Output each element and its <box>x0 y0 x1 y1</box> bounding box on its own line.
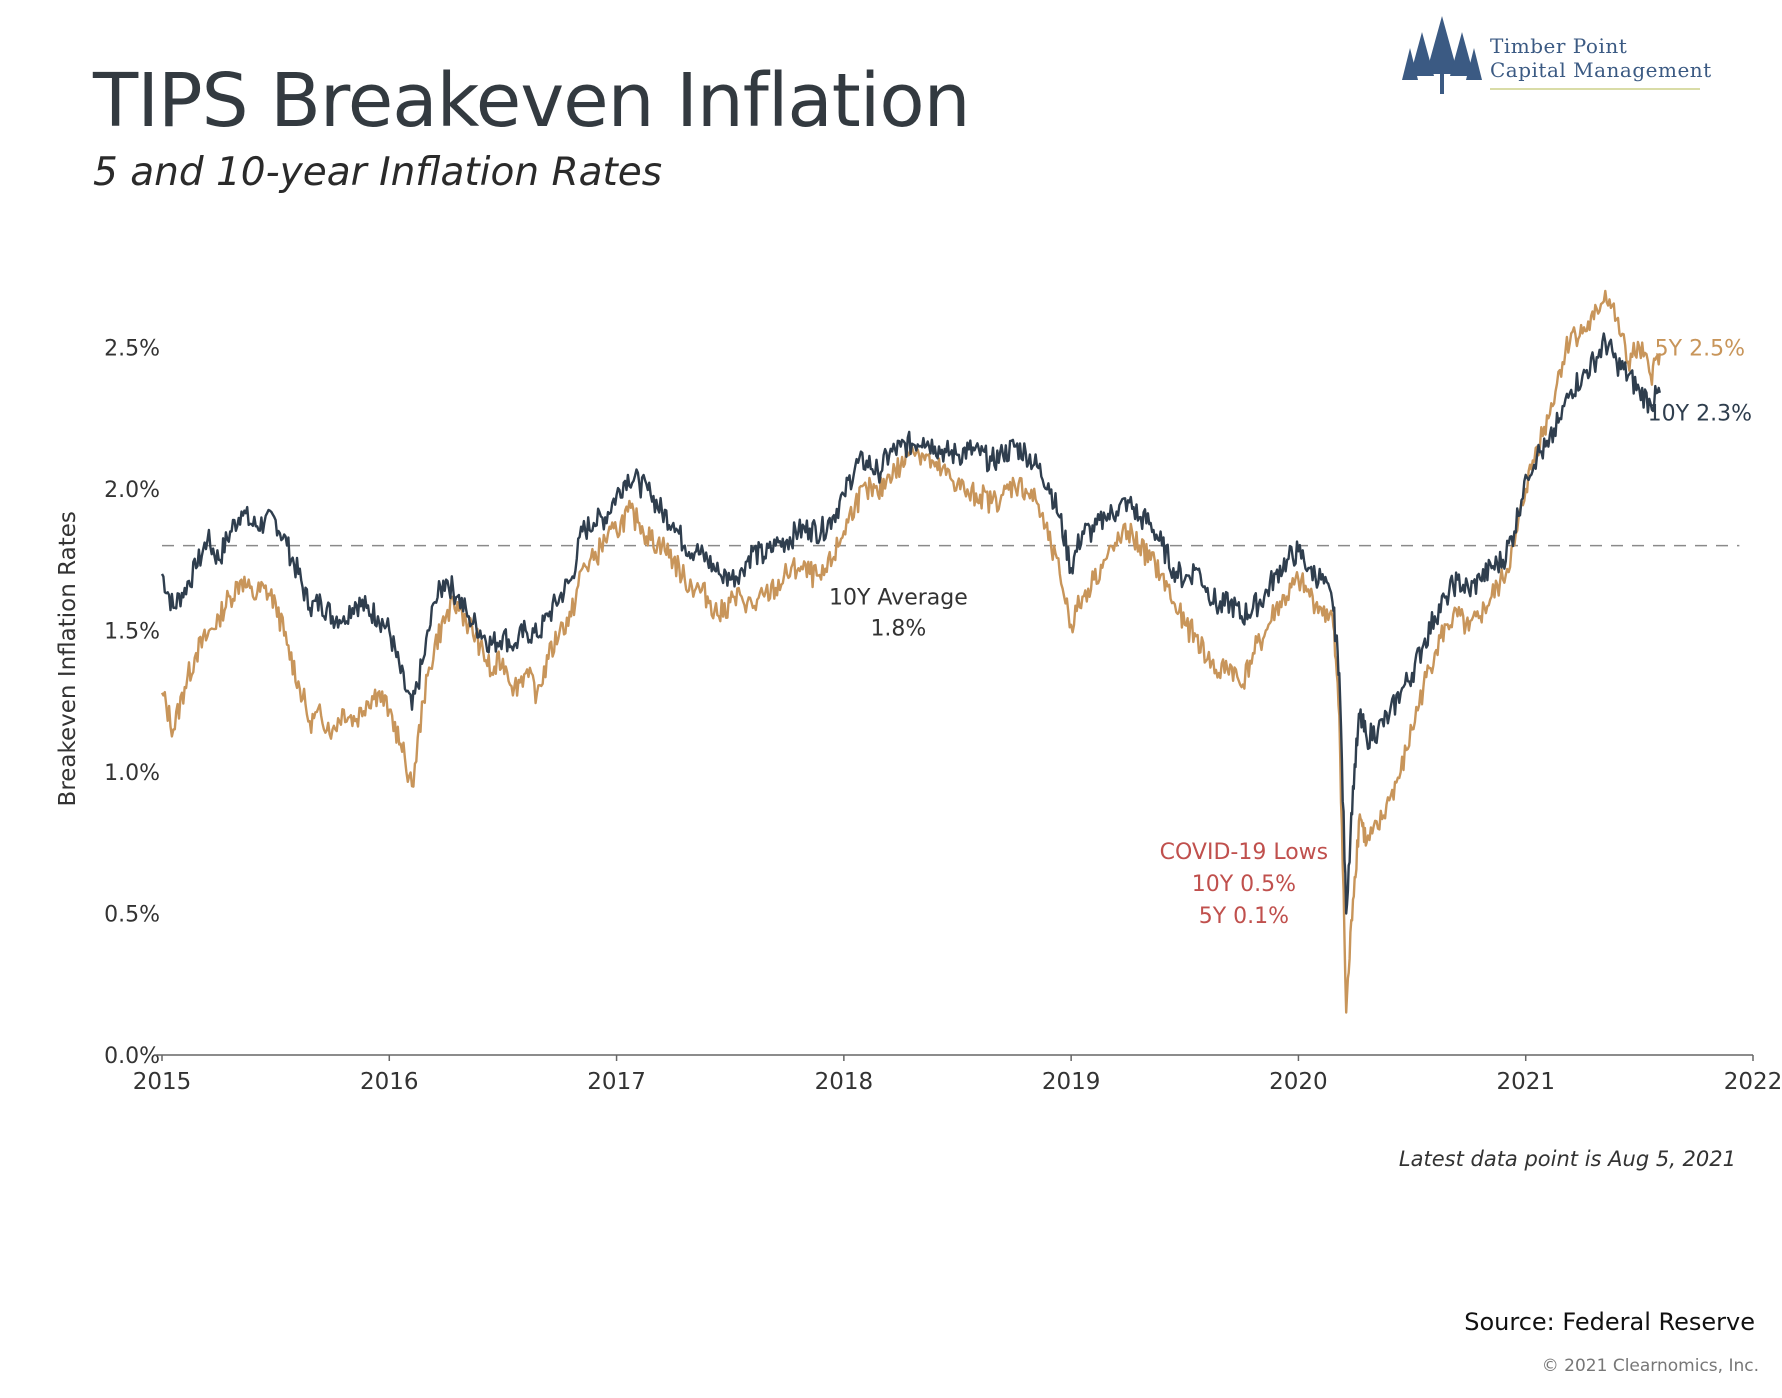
copyright-note: © 2021 Clearnomics, Inc. <box>1541 1356 1759 1376</box>
y-ticks: 0.0% 0.5% 1.0% 1.5% 2.0% 2.5% <box>104 337 162 1069</box>
y-tick-label: 0.5% <box>104 903 160 928</box>
latest-data-note: Latest data point is Aug 5, 2021 <box>1398 1147 1736 1171</box>
source-note: Source: Federal Reserve <box>1464 1308 1755 1336</box>
chart-title: TIPS Breakeven Inflation <box>93 58 971 144</box>
y-tick-label: 2.0% <box>104 478 160 503</box>
covid-annotation-line: 5Y 0.1% <box>1199 904 1289 929</box>
average-value-label: 1.8% <box>870 617 926 642</box>
end-label-10y: 10Y 2.3% <box>1648 402 1752 427</box>
logo-line-1: Timber Point <box>1490 34 1628 58</box>
y-tick-label: 1.5% <box>104 620 160 645</box>
pine-trees-icon <box>1402 16 1482 94</box>
y-tick-label: 1.0% <box>104 761 160 786</box>
series-line-5y <box>160 289 1661 1014</box>
x-tick-label: 2020 <box>1269 1069 1328 1095</box>
y-tick-label: 2.5% <box>104 337 160 362</box>
y-axis-label: Breakeven Inflation Rates <box>55 511 81 806</box>
x-tick-label: 2016 <box>360 1069 419 1095</box>
x-tick-label: 2015 <box>133 1069 192 1095</box>
logo-line-2: Capital Management <box>1490 58 1712 82</box>
covid-annotation-line: 10Y 0.5% <box>1192 872 1296 897</box>
x-tick-label: 2017 <box>587 1069 646 1095</box>
y-tick-label: 0.0% <box>104 1044 160 1069</box>
end-label-5y: 5Y 2.5% <box>1655 337 1745 362</box>
x-tick-label: 2022 <box>1724 1069 1782 1095</box>
x-tick-label: 2019 <box>1042 1069 1101 1095</box>
average-label: 10Y Average <box>829 586 968 611</box>
x-tick-label: 2018 <box>815 1069 874 1095</box>
series-line-10y <box>160 332 1661 915</box>
chart-labels: 5Y 2.5% 10Y 2.3% 10Y Average 1.8% COVID-19 L… <box>829 337 1752 930</box>
chart-subtitle: 5 and 10-year Inflation Rates <box>93 150 663 195</box>
series-lines <box>160 289 1661 1014</box>
covid-annotation-line: COVID-19 Lows <box>1160 840 1328 865</box>
x-tick-label: 2021 <box>1496 1069 1555 1095</box>
logo-underline <box>1490 88 1700 90</box>
x-ticks: 2015 2016 2017 2018 2019 2020 2021 2022 <box>133 1055 1782 1095</box>
